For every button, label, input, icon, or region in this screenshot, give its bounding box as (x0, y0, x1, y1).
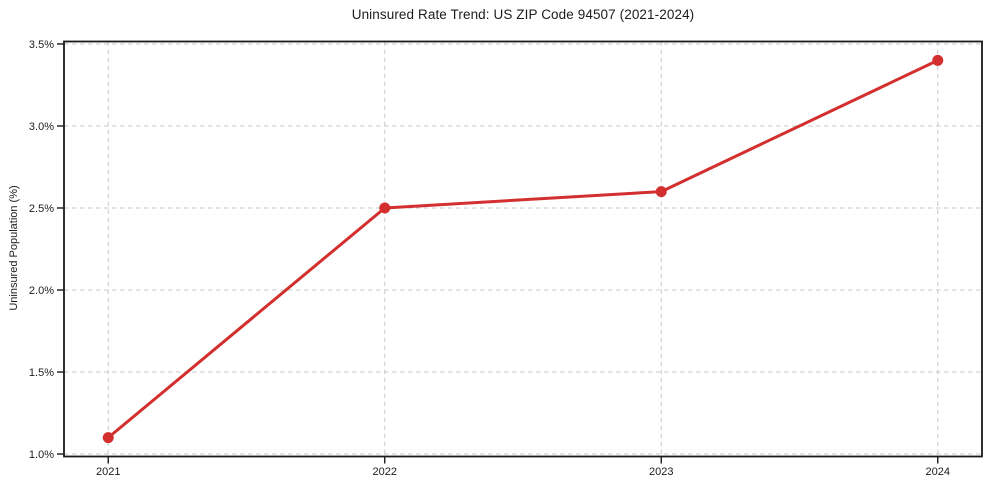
chart-title: Uninsured Rate Trend: US ZIP Code 94507 … (351, 7, 695, 22)
data-point-2022 (379, 202, 391, 214)
y-tick-label-1.5%: 1.5% (29, 367, 54, 379)
y-tick-label-2.0%: 2.0% (29, 285, 54, 297)
x-tick-label-2023: 2023 (649, 466, 673, 478)
x-tick-label-2024: 2024 (926, 466, 950, 478)
y-tick-label-2.5%: 2.5% (29, 203, 54, 215)
y-tick-label-1.0%: 1.0% (29, 449, 54, 461)
trend-line (106, 58, 940, 440)
data-point-2021 (102, 432, 114, 444)
x-tick-label-2021: 2021 (96, 466, 120, 478)
y-tick-label-3.0%: 3.0% (29, 121, 54, 133)
x-tick-label-2022: 2022 (373, 466, 397, 478)
y-tick-label-3.5%: 3.5% (29, 39, 54, 51)
data-point-2023 (655, 186, 667, 198)
plot-border (63, 40, 983, 458)
data-point-2024 (932, 54, 944, 66)
